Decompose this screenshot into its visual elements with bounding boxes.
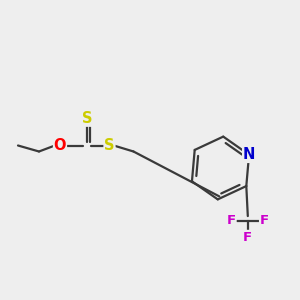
Text: O: O [54, 138, 66, 153]
Text: S: S [82, 111, 92, 126]
Text: F: F [243, 231, 252, 244]
Text: F: F [260, 214, 269, 227]
Text: F: F [227, 214, 236, 227]
Text: N: N [243, 147, 255, 162]
Text: S: S [104, 138, 115, 153]
